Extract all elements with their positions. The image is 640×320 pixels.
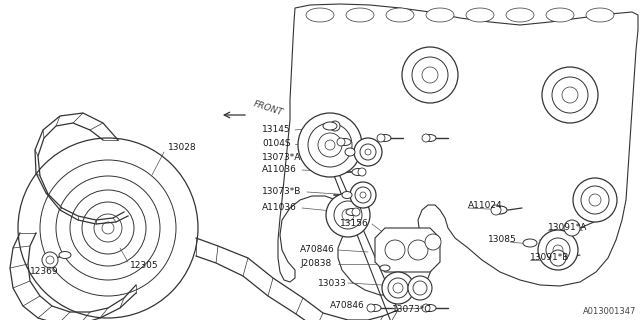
Circle shape (422, 134, 430, 142)
Circle shape (422, 67, 438, 83)
Circle shape (422, 304, 430, 312)
Circle shape (326, 193, 370, 237)
Circle shape (367, 304, 375, 312)
Circle shape (354, 138, 382, 166)
Ellipse shape (345, 148, 355, 156)
Circle shape (325, 140, 335, 150)
Ellipse shape (426, 8, 454, 22)
Text: A70846: A70846 (330, 300, 365, 309)
Circle shape (542, 67, 598, 123)
Ellipse shape (342, 191, 352, 198)
Circle shape (360, 192, 366, 198)
Circle shape (553, 245, 563, 255)
Text: A11036: A11036 (262, 204, 297, 212)
Text: A013001347: A013001347 (582, 307, 636, 316)
Ellipse shape (586, 8, 614, 22)
Text: A11036: A11036 (262, 165, 297, 174)
Circle shape (412, 57, 448, 93)
Circle shape (358, 168, 366, 176)
Ellipse shape (339, 139, 351, 146)
Circle shape (538, 230, 578, 270)
Circle shape (360, 144, 376, 160)
Circle shape (564, 220, 580, 236)
Circle shape (355, 187, 371, 203)
Circle shape (102, 222, 114, 234)
Circle shape (42, 252, 58, 268)
Ellipse shape (306, 8, 334, 22)
Circle shape (318, 133, 342, 157)
Polygon shape (278, 4, 638, 295)
Ellipse shape (424, 134, 436, 141)
Text: 13073*B: 13073*B (262, 188, 301, 196)
Circle shape (46, 256, 54, 264)
Circle shape (413, 281, 427, 295)
Circle shape (70, 190, 146, 266)
Circle shape (342, 209, 354, 221)
Circle shape (330, 121, 340, 131)
Text: 0104S: 0104S (262, 140, 291, 148)
Circle shape (425, 234, 441, 250)
Text: 12305: 12305 (130, 260, 159, 269)
Text: 13085: 13085 (488, 236, 516, 244)
Text: A11024: A11024 (468, 201, 502, 210)
Circle shape (298, 113, 362, 177)
Ellipse shape (424, 305, 436, 311)
Ellipse shape (386, 8, 414, 22)
Text: FRONT: FRONT (252, 99, 284, 117)
Circle shape (546, 238, 570, 262)
Circle shape (56, 176, 160, 280)
Ellipse shape (323, 122, 337, 130)
Circle shape (350, 182, 376, 208)
Ellipse shape (380, 265, 390, 271)
Ellipse shape (466, 8, 494, 22)
Circle shape (562, 87, 578, 103)
Ellipse shape (346, 8, 374, 22)
Circle shape (408, 240, 428, 260)
Circle shape (334, 201, 362, 229)
Text: 13033: 13033 (318, 278, 347, 287)
Circle shape (377, 134, 385, 142)
Circle shape (82, 202, 134, 254)
Circle shape (573, 178, 617, 222)
Circle shape (352, 208, 360, 216)
Text: 13156: 13156 (340, 220, 369, 228)
Circle shape (491, 205, 501, 215)
Ellipse shape (379, 134, 391, 141)
Circle shape (94, 214, 122, 242)
Circle shape (552, 77, 588, 113)
Circle shape (382, 272, 414, 304)
Circle shape (589, 194, 601, 206)
Ellipse shape (346, 209, 358, 215)
Ellipse shape (369, 305, 381, 311)
Circle shape (40, 160, 176, 296)
Ellipse shape (546, 8, 574, 22)
Circle shape (408, 276, 432, 300)
Circle shape (18, 138, 198, 318)
Circle shape (308, 123, 352, 167)
Text: 13028: 13028 (168, 143, 196, 153)
Ellipse shape (59, 252, 71, 259)
Polygon shape (375, 228, 440, 272)
Ellipse shape (523, 239, 537, 247)
Text: 13145: 13145 (262, 125, 291, 134)
Text: A70846: A70846 (300, 245, 335, 254)
Text: 13091*A: 13091*A (548, 223, 588, 233)
Ellipse shape (506, 8, 534, 22)
Ellipse shape (493, 206, 507, 214)
Circle shape (365, 149, 371, 155)
Circle shape (393, 283, 403, 293)
Circle shape (402, 47, 458, 103)
Circle shape (581, 186, 609, 214)
Circle shape (550, 250, 566, 266)
Ellipse shape (352, 169, 364, 175)
Text: J20838: J20838 (300, 260, 332, 268)
Circle shape (385, 240, 405, 260)
Text: 13073*A: 13073*A (262, 153, 301, 162)
Text: 13091*B: 13091*B (530, 253, 570, 262)
Circle shape (337, 138, 345, 146)
Circle shape (388, 278, 408, 298)
Text: 13073*C: 13073*C (392, 306, 431, 315)
Text: 12369: 12369 (30, 268, 59, 276)
